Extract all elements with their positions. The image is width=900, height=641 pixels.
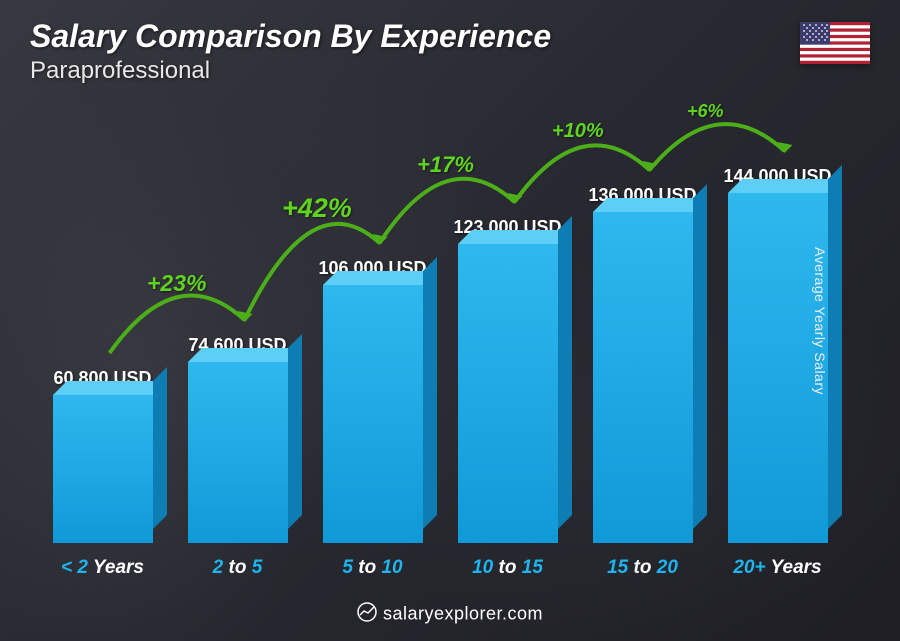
category-label: 20+ Years	[713, 557, 843, 579]
chart-area: 60,800 USD74,600 USD106,000 USD123,000 U…	[35, 113, 845, 573]
bar-group: 136,000 USD	[578, 185, 708, 543]
logo-icon	[357, 602, 377, 627]
footer: salaryexplorer.com	[0, 602, 900, 627]
bar-group: 74,600 USD	[173, 335, 303, 543]
footer-text: salaryexplorer.com	[383, 603, 543, 623]
chart-title: Salary Comparison By Experience	[30, 18, 551, 55]
bar	[458, 244, 558, 543]
y-axis-label: Average Yearly Salary	[812, 247, 828, 395]
bar	[188, 362, 288, 543]
chart-subtitle: Paraprofessional	[30, 57, 551, 85]
increase-label: +10%	[552, 120, 604, 143]
header: Salary Comparison By Experience Paraprof…	[30, 18, 551, 85]
bar-group: 123,000 USD	[443, 217, 573, 543]
category-label: 15 to 20	[578, 557, 708, 579]
increase-label: +6%	[687, 101, 724, 122]
category-label: < 2 Years	[38, 557, 168, 579]
increase-label: +42%	[282, 193, 352, 224]
increase-label: +17%	[417, 152, 474, 178]
bar-group: 106,000 USD	[308, 258, 438, 543]
categories-container: < 2 Years2 to 55 to 1010 to 1515 to 2020…	[35, 557, 845, 579]
category-label: 5 to 10	[308, 557, 438, 579]
country-flag-icon	[800, 22, 870, 64]
bar	[53, 395, 153, 543]
bar-group: 60,800 USD	[38, 368, 168, 543]
bar	[323, 285, 423, 543]
bar	[593, 212, 693, 543]
category-label: 10 to 15	[443, 557, 573, 579]
category-label: 2 to 5	[173, 557, 303, 579]
increase-label: +23%	[147, 270, 206, 297]
